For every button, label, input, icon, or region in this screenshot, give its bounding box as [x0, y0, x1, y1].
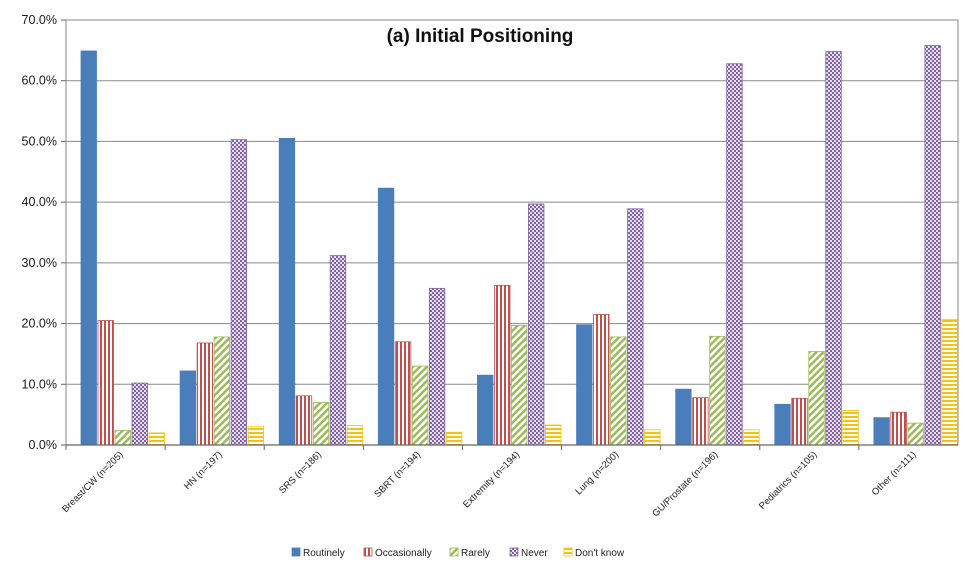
bar — [907, 422, 924, 446]
bar — [148, 432, 165, 446]
x-axis: Breast/CW (n=205) HN (n=197) SRS (n=186) SB… — [60, 444, 958, 519]
bar — [726, 63, 743, 446]
x-tick-label: Pediatrics (n=105) — [757, 449, 819, 511]
bar — [278, 137, 296, 446]
bar — [610, 336, 627, 446]
legend-swatch — [363, 547, 373, 557]
bar — [295, 395, 313, 446]
x-tick-label: Breast/CW (n=205) — [60, 449, 125, 514]
bar — [842, 409, 859, 446]
y-tick-label: 60.0% — [22, 74, 57, 88]
bar — [576, 324, 593, 446]
bar — [924, 45, 941, 446]
bar — [692, 397, 709, 446]
bar — [394, 341, 412, 446]
legend-swatch — [563, 547, 573, 557]
y-tick-label: 20.0% — [22, 317, 57, 331]
bar — [494, 284, 511, 446]
y-tick-label: 70.0% — [22, 13, 57, 27]
legend-swatch — [449, 547, 459, 557]
bar — [247, 426, 265, 446]
x-tick-label: Extremity (n=194) — [461, 449, 522, 510]
y-tick-label: 0.0% — [29, 438, 58, 452]
bar — [312, 402, 330, 446]
bar — [825, 51, 842, 446]
y-tick-label: 40.0% — [22, 195, 57, 209]
y-tick-label: 50.0% — [22, 134, 57, 148]
y-axis: 0.0% 10.0% 20.0% 30.0% 40.0% 50.0% 60.0% 70.0% — [22, 13, 66, 452]
bar — [213, 336, 231, 446]
bar — [411, 365, 429, 446]
bar — [329, 255, 347, 446]
bar — [346, 425, 364, 446]
bar — [791, 397, 808, 446]
bar — [445, 431, 463, 446]
bar — [644, 429, 661, 446]
legend-label: Routinely — [303, 548, 345, 559]
bar — [808, 351, 825, 446]
x-tick-label: Lung (n=200) — [573, 449, 621, 497]
bars — [80, 45, 958, 446]
y-tick-label: 10.0% — [22, 377, 57, 391]
x-tick-label: SRS (n=186) — [277, 449, 324, 496]
bar — [477, 374, 494, 446]
bar — [179, 370, 197, 446]
legend-label: Don't know — [575, 548, 625, 559]
bar — [196, 342, 214, 446]
bar — [114, 430, 131, 446]
x-tick-label: Other (n=111) — [870, 449, 919, 498]
legend: Routinely Occasionally Rarely Never Don't kn… — [291, 547, 625, 559]
bar — [377, 187, 395, 446]
bar — [230, 139, 248, 446]
bar — [428, 287, 446, 446]
bar — [511, 324, 528, 446]
bar — [675, 388, 692, 446]
legend-label: Rarely — [461, 548, 490, 559]
legend-label: Never — [521, 548, 548, 559]
legend-swatch — [509, 547, 519, 557]
x-tick-label: HN (n=197) — [182, 449, 225, 492]
bar — [627, 208, 644, 446]
bar — [131, 382, 148, 446]
bar — [743, 429, 760, 446]
legend-swatch — [291, 547, 301, 557]
legend-label: Occasionally — [375, 548, 432, 559]
y-tick-label: 30.0% — [22, 256, 57, 270]
bar — [80, 50, 97, 446]
bar — [709, 335, 726, 446]
bar — [873, 417, 890, 446]
bar — [941, 318, 958, 446]
chart-title: (a) Initial Positioning — [387, 26, 574, 47]
bar — [97, 320, 114, 446]
bar — [593, 314, 610, 446]
bar — [774, 403, 791, 446]
bar — [528, 203, 545, 446]
x-tick-label: SBRT (n=194) — [372, 449, 423, 500]
bar — [545, 424, 562, 446]
bar — [890, 411, 907, 446]
x-tick-label: GU/Prostate (n=196) — [650, 449, 720, 519]
